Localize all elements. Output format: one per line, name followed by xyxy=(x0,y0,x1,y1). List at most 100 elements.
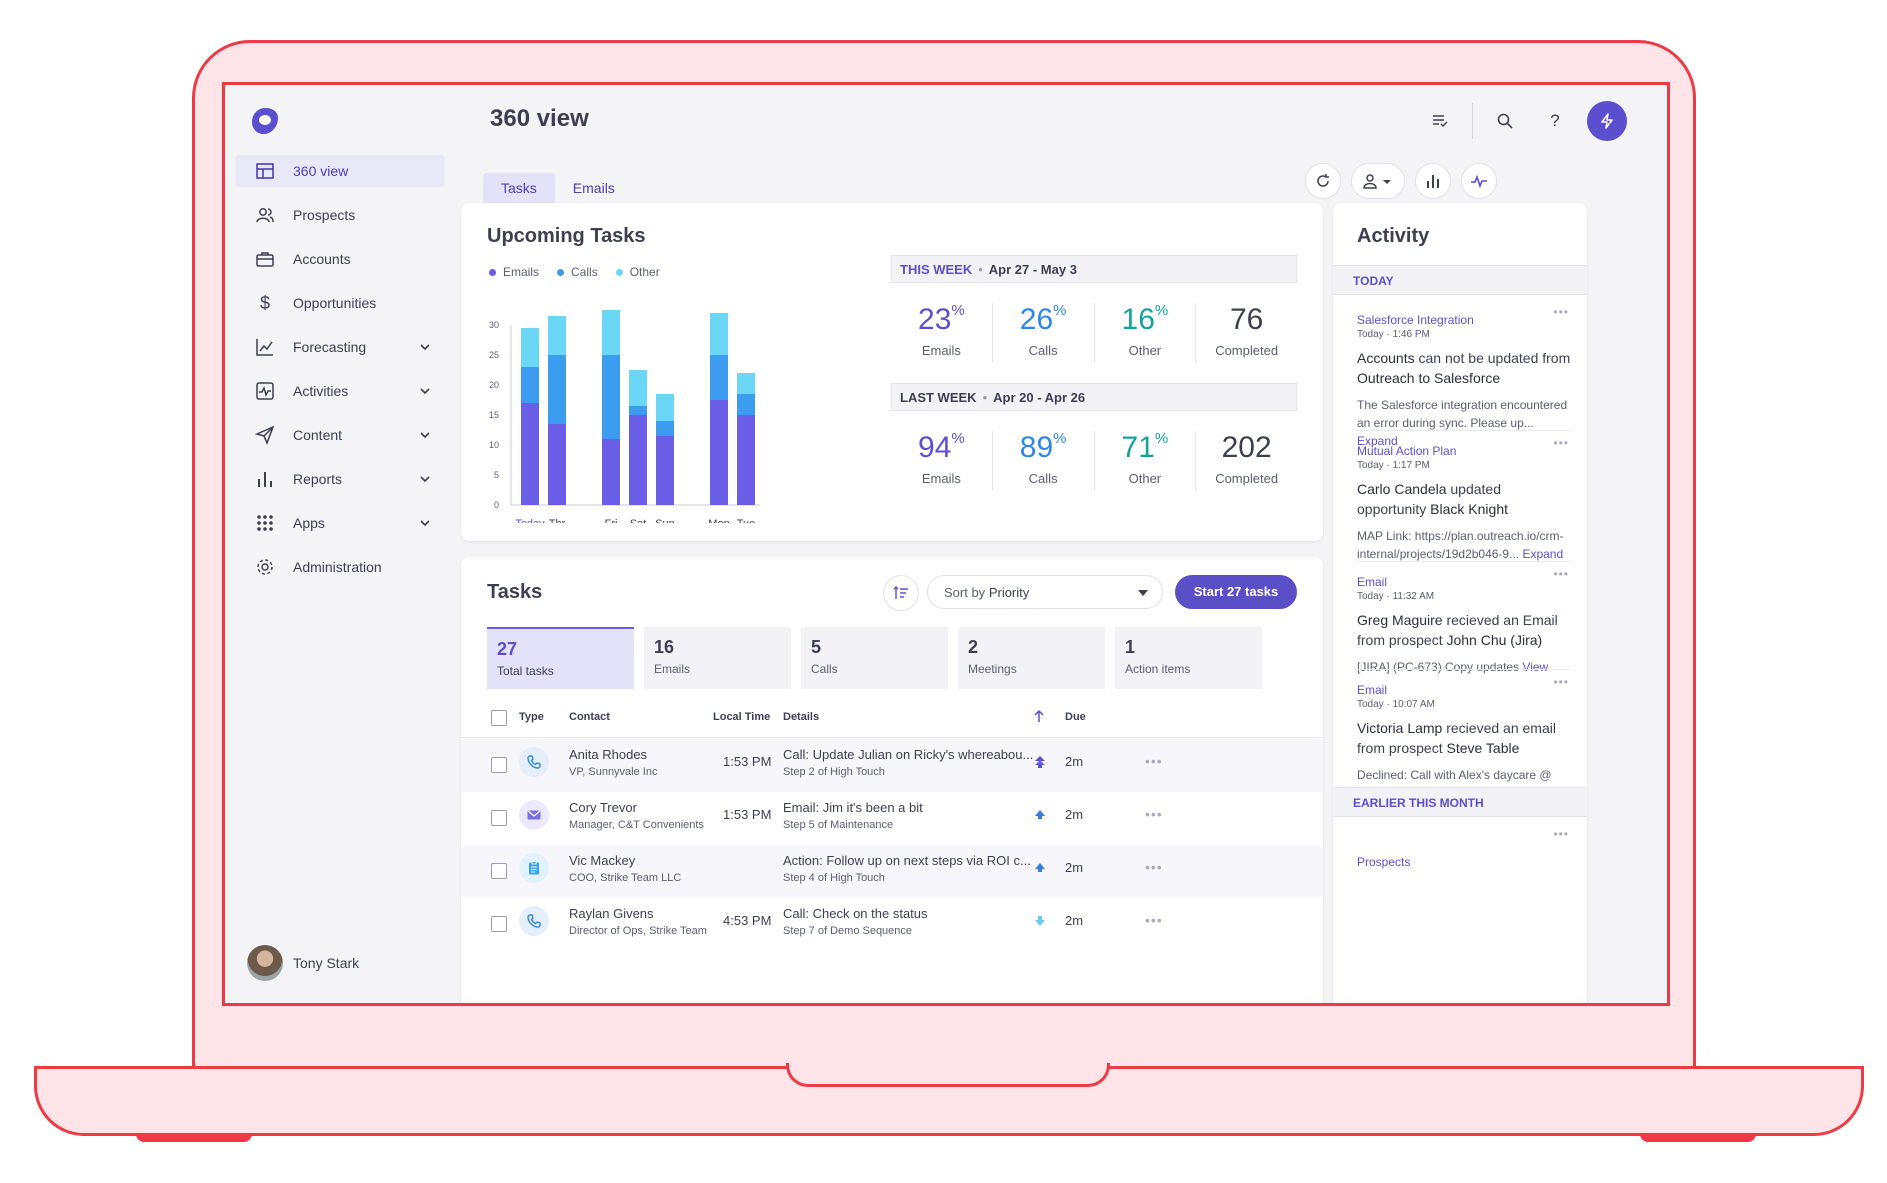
activity-source[interactable]: Email xyxy=(1357,683,1388,697)
activity-subject[interactable]: Carlo Candela xyxy=(1357,481,1447,497)
sidebar-item-prospects[interactable]: Prospects xyxy=(235,199,445,231)
chart-view-button[interactable] xyxy=(1415,163,1451,199)
more-icon[interactable]: ••• xyxy=(1553,436,1569,450)
column-type[interactable]: Type xyxy=(519,711,544,723)
activity-subject[interactable]: Victoria Lamp xyxy=(1357,720,1443,736)
table-row[interactable]: Cory Trevor Manager, C&T Convenients 1:53 … xyxy=(461,792,1323,845)
contact-name[interactable]: Vic Mackey xyxy=(569,853,636,868)
row-checkbox[interactable] xyxy=(491,810,507,826)
activity-item[interactable]: ••• Email Today · 10:07 AM Victoria Lamp re… xyxy=(1357,675,1571,802)
count-calls[interactable]: 5 Calls xyxy=(801,627,948,689)
count-total-tasks[interactable]: 27 Total tasks xyxy=(487,627,634,689)
more-icon[interactable]: ••• xyxy=(1553,675,1569,689)
more-icon[interactable]: ••• xyxy=(1553,827,1569,841)
contact-name[interactable]: Cory Trevor xyxy=(569,800,637,815)
sidebar-item-opportunities[interactable]: $ Opportunities xyxy=(235,287,445,319)
contact-cell[interactable]: Cory Trevor Manager, C&T Convenients xyxy=(569,800,704,831)
task-detail[interactable]: Action: Follow up on next steps via ROI … xyxy=(783,853,1031,868)
activity-source[interactable]: Prospects xyxy=(1357,855,1411,869)
activity-source[interactable]: Salesforce Integration xyxy=(1357,313,1474,327)
activity-item[interactable]: ••• Mutual Action Plan Today · 1:17 PM Carl… xyxy=(1357,436,1571,563)
task-list-icon[interactable] xyxy=(1422,103,1458,139)
activity-source[interactable]: Mutual Action Plan xyxy=(1357,444,1457,458)
column-contact[interactable]: Contact xyxy=(569,711,610,723)
activity-timestamp: Today · 11:32 AM xyxy=(1357,591,1435,602)
user-profile[interactable]: Tony Stark xyxy=(247,945,359,981)
contact-name[interactable]: Raylan Givens xyxy=(569,906,654,921)
sidebar-item-360-view[interactable]: 360 view xyxy=(235,155,445,187)
row-checkbox[interactable] xyxy=(491,757,507,773)
pulse-button[interactable] xyxy=(1461,163,1497,199)
help-icon[interactable]: ? xyxy=(1550,111,1560,130)
chevron-down-icon[interactable] xyxy=(417,515,433,531)
contact-cell[interactable]: Vic Mackey COO, Strike Team LLC xyxy=(569,853,681,884)
sidebar-item-apps[interactable]: Apps xyxy=(235,507,445,539)
more-icon[interactable]: ••• xyxy=(1553,305,1569,319)
table-row[interactable]: Anita Rhodes VP, Sunnyvale Inc 1:53 PM Call… xyxy=(461,739,1323,792)
sidebar-item-reports[interactable]: Reports xyxy=(235,463,445,495)
count-meetings[interactable]: 2 Meetings xyxy=(958,627,1105,689)
activity-item[interactable]: ••• Email Today · 11:32 AM Greg Maguire rec… xyxy=(1357,567,1571,676)
sidebar-item-forecasting[interactable]: Forecasting xyxy=(235,331,445,363)
contact-name[interactable]: Anita Rhodes xyxy=(569,747,648,762)
activity-item[interactable]: ••• Salesforce Integration Today · 1:46 PM… xyxy=(1357,305,1571,450)
more-icon[interactable]: ••• xyxy=(1145,806,1163,822)
chevron-down-icon[interactable] xyxy=(417,339,433,355)
tab-emails[interactable]: Emails xyxy=(572,180,615,196)
activity-object[interactable]: John Chu (Jira) xyxy=(1446,632,1543,648)
refresh-button[interactable] xyxy=(1305,163,1341,199)
select-all-checkbox[interactable] xyxy=(491,710,507,726)
activity-link[interactable]: Expand xyxy=(1522,547,1564,561)
activity-source[interactable]: Email xyxy=(1357,575,1388,589)
activity-subject[interactable]: Accounts xyxy=(1357,350,1415,366)
row-checkbox[interactable] xyxy=(491,863,507,879)
chevron-down-icon[interactable] xyxy=(417,427,433,443)
more-icon[interactable]: ••• xyxy=(1145,753,1163,769)
contact-cell[interactable]: Anita Rhodes VP, Sunnyvale Inc xyxy=(569,747,657,778)
start-tasks-button[interactable]: Start 27 tasks xyxy=(1175,575,1297,609)
sidebar-item-accounts[interactable]: Accounts xyxy=(235,243,445,275)
user-filter-button[interactable] xyxy=(1351,163,1405,199)
row-checkbox[interactable] xyxy=(491,916,507,932)
count-action-items[interactable]: 1 Action items xyxy=(1115,627,1262,689)
sort-select[interactable]: Sort by Priority xyxy=(927,575,1163,609)
details-cell[interactable]: Call: Update Julian on Ricky's whereabou… xyxy=(783,747,1033,778)
sidebar-item-content[interactable]: Content xyxy=(235,419,445,451)
activity-item-earlier[interactable]: ••• Prospects xyxy=(1357,827,1571,869)
activity-link[interactable]: View xyxy=(1522,660,1549,674)
column-details[interactable]: Details xyxy=(783,711,820,723)
details-cell[interactable]: Call: Check on the status Step 7 of Demo … xyxy=(783,906,928,937)
tab-tasks[interactable]: Tasks xyxy=(483,173,555,203)
contact-cell[interactable]: Raylan Givens Director of Ops, Strike Tea… xyxy=(569,906,707,937)
activity-object[interactable]: Outreach to Salesforce xyxy=(1357,370,1501,386)
stat-value: 94% xyxy=(918,430,965,465)
sidebar-item-activities[interactable]: Activities xyxy=(235,375,445,407)
search-icon[interactable] xyxy=(1487,103,1523,139)
chevron-down-icon[interactable] xyxy=(417,383,433,399)
chevron-down-icon[interactable] xyxy=(417,471,433,487)
details-cell[interactable]: Action: Follow up on next steps via ROI … xyxy=(783,853,1031,884)
more-icon[interactable]: ••• xyxy=(1553,567,1569,581)
clipboard-icon xyxy=(519,853,549,883)
table-row[interactable]: Raylan Givens Director of Ops, Strike Tea… xyxy=(461,898,1323,951)
activity-object[interactable]: Black Knight xyxy=(1430,501,1508,517)
task-detail[interactable]: Email: Jim it's been a bit xyxy=(783,800,923,815)
count-emails[interactable]: 16 Emails xyxy=(644,627,791,689)
lightning-icon[interactable] xyxy=(1587,101,1627,141)
section-earlier-this-month: EARLIER THIS MONTH xyxy=(1333,787,1587,817)
sidebar-item-administration[interactable]: Administration xyxy=(235,551,445,583)
task-step: Step 2 of High Touch xyxy=(783,766,885,778)
activity-link[interactable]: Expand xyxy=(1357,434,1398,448)
column-local-time[interactable]: Local Time xyxy=(713,711,771,723)
column-due[interactable]: Due xyxy=(1065,711,1086,723)
arrow-up-icon[interactable] xyxy=(1033,709,1045,726)
sort-order-button[interactable] xyxy=(883,575,919,611)
activity-subject[interactable]: Greg Maguire xyxy=(1357,612,1443,628)
activity-object[interactable]: Steve Table xyxy=(1446,740,1520,756)
task-detail[interactable]: Call: Check on the status xyxy=(783,906,928,921)
details-cell[interactable]: Email: Jim it's been a bit Step 5 of Main… xyxy=(783,800,923,831)
more-icon[interactable]: ••• xyxy=(1145,859,1163,875)
task-detail[interactable]: Call: Update Julian on Ricky's whereabou… xyxy=(783,747,1034,762)
table-row[interactable]: Vic Mackey COO, Strike Team LLC Action: Fo… xyxy=(461,845,1323,898)
more-icon[interactable]: ••• xyxy=(1145,912,1163,928)
